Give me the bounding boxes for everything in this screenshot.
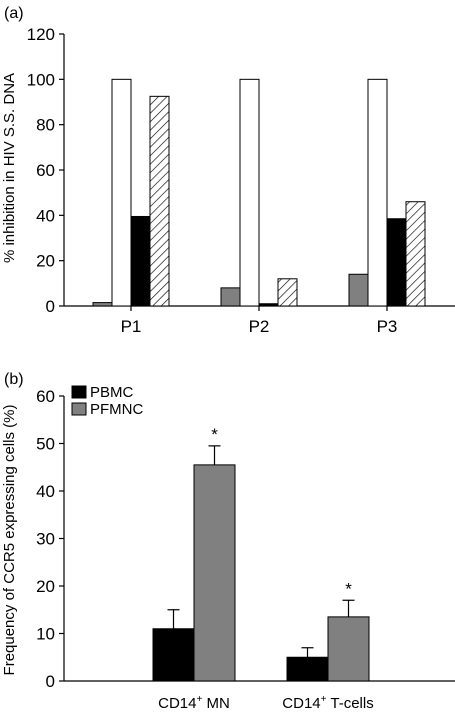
panel-a-chart: (a) % inhibition in HIV S.S. DNA 0 20 40 60… [1,5,455,336]
panel-a-y-tick-label: 0 [46,297,55,316]
panel-b-y-axis-title: Frequency of CCR5 expressing cells (%) [1,405,18,676]
panel-a-y-tick-label: 100 [27,70,55,89]
panel-b-bar-pbmc [152,628,195,682]
panel-a-x-tick-label: P1 [121,317,142,336]
panel-b-y-tick-label: 10 [36,625,55,644]
panel-a-bars [92,78,426,307]
panel-b-y-tick-label: 40 [36,482,55,501]
panel-a-bar [258,303,279,307]
panel-a-y-tick-label: 20 [36,252,55,271]
panel-b-y-tick-label: 50 [36,435,55,454]
panel-a-y-tick-label: 60 [36,161,55,180]
panel-b-y-tick-label: 0 [46,672,55,691]
panel-a-label: (a) [4,5,24,22]
panel-b-axes: 0 10 20 30 40 50 60 CD14+ MN CD14+ T-cells [36,387,455,712]
panel-a-bar [149,95,170,307]
panel-a-bar [348,273,369,307]
panel-a-y-tick-label: 80 [36,116,55,135]
panel-b-significance-marker: * [345,579,352,598]
panel-b-y-tick-label: 60 [36,387,55,406]
panel-b-bar-pfmnc [193,464,236,682]
panel-b-y-tick-label: 20 [36,577,55,596]
panel-a-y-axis-title: % inhibition in HIV S.S. DNA [1,73,18,263]
panel-a-axes: 0 20 40 60 80 100 120 P1 P2 P3 [27,25,455,336]
panel-a-bar [277,278,298,307]
legend-label-pfmnc: PFMNC [90,401,143,418]
panel-a-y-tick-label: 120 [27,25,55,44]
panel-b-significance-marker: * [211,425,218,444]
panel-a-bar [130,215,151,307]
legend-label-pbmc: PBMC [90,384,134,401]
panel-b-bars: ** [152,425,370,682]
panel-a-bar [405,201,426,307]
panel-a-bar [239,78,260,307]
panel-a-bar [220,287,241,307]
panel-b-chart: (b) Frequency of CCR5 expressing cells (… [1,371,455,712]
panel-a-x-tick-label: P3 [377,317,398,336]
legend-swatch-pfmnc [71,402,87,416]
panel-b-bar-pbmc [286,656,329,682]
panel-a-bar [92,302,113,307]
panel-a-bar [111,78,132,307]
panel-b-x-tick-label: CD14+ T-cells [282,694,373,712]
panel-a-bar [386,218,407,307]
legend-swatch-pbmc [71,385,87,399]
panel-b-y-tick-label: 30 [36,530,55,549]
panel-b-bar-pfmnc [327,616,370,682]
panel-b-x-tick-label: CD14+ MN [158,694,230,712]
panel-a-bar [367,78,388,307]
panel-a-y-tick-label: 40 [36,206,55,225]
panel-b-label: (b) [4,371,24,388]
panel-a-x-tick-label: P2 [249,317,270,336]
